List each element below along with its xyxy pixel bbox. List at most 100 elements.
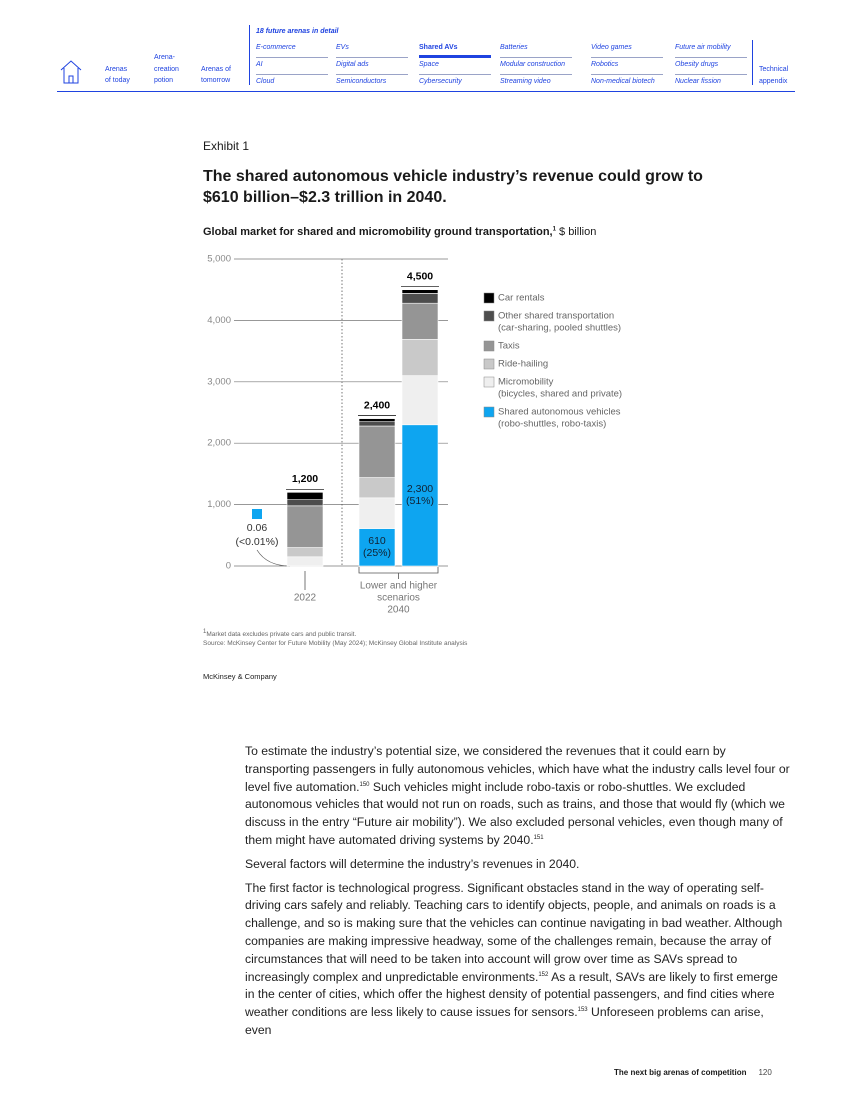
nav-arena[interactable]: Shared AVs (419, 42, 491, 58)
chart-title-block: Global market for shared and micromobili… (203, 226, 596, 238)
nav-arena[interactable]: Non-medical biotech (591, 78, 655, 85)
legend-swatch (483, 358, 495, 370)
x-group-label: scenarios (377, 593, 420, 604)
text-run: To estimate the industry’s potential siz… (245, 744, 790, 794)
nav-link[interactable]: Arena-creation potion (154, 52, 179, 87)
footnote-ref: 150 (359, 781, 370, 788)
body-text: To estimate the industry’s potential siz… (245, 743, 790, 1046)
callout-marker (252, 509, 262, 519)
nav-arena[interactable]: AI (256, 59, 328, 75)
nav-arena[interactable]: Robotics (591, 59, 663, 75)
nav-arena[interactable]: Cloud (256, 78, 275, 85)
text-run: Such vehicles might include robo-taxis o… (245, 779, 785, 847)
bar-segment (358, 425, 396, 478)
legend-swatch (483, 292, 495, 304)
chart-title: Global market for shared and micromobili… (203, 226, 553, 238)
legend-swatch (483, 340, 495, 352)
nav-link-line: tomorrow (201, 77, 231, 84)
callout-line (256, 549, 291, 567)
x-group-label: Lower and higher (360, 581, 438, 592)
bar-segment (286, 556, 324, 567)
value-label: (<0.01%) (236, 536, 279, 548)
bar-segment (358, 497, 396, 529)
nav-arena[interactable]: E-commerce (256, 42, 328, 58)
y-tick-label: 2,000 (207, 438, 231, 449)
footer: The next big arenas of competition 120 (614, 1068, 772, 1077)
nav-link[interactable]: Arenas of tomorrow (201, 64, 231, 87)
bar-segment (358, 421, 396, 427)
nav-arena[interactable]: Modular construction (500, 59, 572, 75)
y-tick-label: 0 (226, 561, 231, 572)
footnote-text: Market data excludes private cars and pu… (206, 631, 357, 638)
source: Source: McKinsey Center for Future Mobil… (203, 640, 468, 647)
y-tick-label: 1,000 (207, 499, 231, 510)
nav-arena[interactable]: Nuclear fission (675, 78, 721, 85)
y-tick-label: 3,000 (207, 376, 231, 387)
nav-link-line: Arenas of (201, 65, 231, 73)
nav-link-line: of today (105, 77, 130, 84)
nav-arena[interactable]: Space (419, 59, 491, 75)
y-tick-label: 5,000 (207, 254, 231, 265)
nav-link-line: Arena- (154, 54, 176, 61)
brand: McKinsey & Company (203, 672, 277, 681)
bar-segment (401, 375, 439, 426)
nav-link[interactable]: Technical appendix (759, 64, 788, 87)
nav-link[interactable]: Arenas of today (105, 64, 130, 87)
home-icon[interactable] (58, 58, 86, 86)
bar-segment (401, 293, 439, 304)
footnote-ref: 153 (577, 1007, 588, 1014)
legend-detail: (robo-shuttles, robo-taxis) (498, 419, 606, 430)
paragraph: To estimate the industry’s potential siz… (245, 743, 790, 850)
nav-rule (57, 91, 795, 92)
value-label: (25%) (363, 547, 391, 559)
footnote-marker: 1 (203, 628, 207, 635)
legend-detail: (bicycles, shared and private) (498, 389, 622, 400)
footnote-ref: 151 (533, 834, 544, 841)
text-run: Unforeseen problems can arise, even (245, 1005, 764, 1037)
bar-segment (401, 302, 439, 340)
footnote-ref: 152 (538, 971, 549, 978)
footer-title: The next big arenas of competition (614, 1068, 747, 1077)
text-run: As a result, SAVs are likely to first em… (245, 969, 778, 1020)
bar-segment (401, 424, 439, 567)
nav-arena[interactable]: Future air mobility (675, 42, 747, 58)
text-run: Several factors will determine the indus… (245, 856, 580, 871)
axis-bracket (358, 567, 439, 579)
total-label: 1,200 (292, 473, 318, 485)
value-label: (51%) (406, 495, 434, 507)
total-label: 2,400 (364, 399, 390, 411)
page-number: 120 (758, 1068, 772, 1077)
nav-link-line: Technical (759, 66, 789, 73)
bar-segment (286, 499, 324, 507)
x-tick-label: 2022 (294, 593, 317, 604)
nav-arena[interactable]: Batteries (500, 42, 572, 58)
nav-arena[interactable]: EVs (336, 42, 408, 58)
exhibit-label: Exhibit 1 (203, 139, 250, 153)
nav-arena[interactable]: Cybersecurity (419, 78, 462, 85)
bar-segment (358, 477, 396, 499)
paragraph: Several factors will determine the indus… (245, 856, 790, 874)
nav-arena[interactable]: Video games (591, 42, 663, 58)
nav-bar: 18 future arenas in detail Arenas of toda… (0, 0, 850, 95)
footnote: 1Market data excludes private cars and p… (203, 628, 467, 639)
legend-label: Shared autonomous vehicles (498, 407, 621, 418)
nav-arena[interactable]: Digital ads (336, 59, 408, 75)
nav-header: 18 future arenas in detail (256, 28, 339, 35)
exhibit-title: The shared autonomous vehicle industry’s… (203, 168, 703, 206)
legend-label: Car rentals (498, 293, 545, 304)
x-group-label: 2040 (387, 605, 410, 616)
total-label: 4,500 (407, 270, 433, 282)
nav-divider (752, 40, 753, 85)
bar-segment (286, 492, 324, 500)
legend-label: Micromobility (498, 377, 554, 388)
nav-arena[interactable]: Obesity drugs (675, 59, 747, 75)
value-label: 0.06 (247, 522, 268, 534)
nav-link-line: Arenas (105, 65, 128, 73)
chart-unit: $ billion (559, 226, 597, 238)
nav-arena[interactable]: Streaming video (500, 78, 551, 85)
legend-swatch (483, 310, 495, 322)
nav-arena[interactable]: Semiconductors (336, 78, 387, 85)
nav-link-line: potion (154, 77, 174, 84)
legend-label: Other shared transportation (498, 311, 614, 322)
